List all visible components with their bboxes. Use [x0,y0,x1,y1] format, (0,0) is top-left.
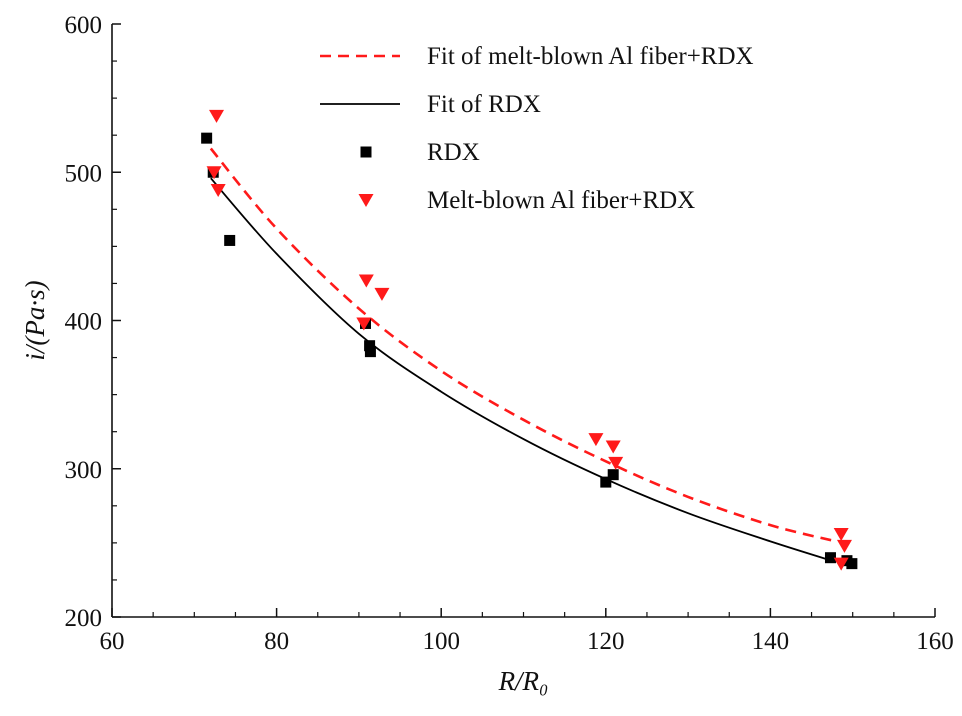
x-tick-label: 160 [916,628,954,655]
legend-item-rdx: RDX [360,139,480,166]
data-point-melt-blown-al-fiber-rdx [356,317,372,331]
data-point-melt-blown-al-fiber-rdx [358,274,374,288]
legend-item-melt-blown-al-fiber-rdx: Melt-blown Al fiber+RDX [358,187,695,214]
y-tick-label: 400 [65,309,103,336]
legend-label: Fit of RDX [427,91,541,118]
legend: Fit of melt-blown Al fiber+RDX Fit of RDX… [320,43,754,214]
series-line-fit-of-rdx [210,177,837,563]
data-point-melt-blown-al-fiber-rdx [608,456,624,470]
y-axis-title: i/(Pa·s) [20,280,50,360]
legend-item-fit-of-rdx: Fit of RDX [320,91,541,118]
legend-swatch [358,194,374,207]
data-point-rdx [600,476,612,488]
legend-label: RDX [427,139,480,166]
data-point-melt-blown-al-fiber-rdx [206,166,222,180]
legend-label: Melt-blown Al fiber+RDX [427,187,695,214]
legend-item-fit-of-melt-blown-al-fiber-rdx: Fit of melt-blown Al fiber+RDX [320,43,754,70]
data-point-rdx [224,234,236,246]
x-tick-label: 120 [587,628,625,655]
data-point-melt-blown-al-fiber-rdx [605,440,621,454]
y-tick-label: 600 [65,12,103,39]
series-line-fit-of-melt-blown-al-fiber-rdx [209,147,837,543]
y-tick-label: 200 [65,605,103,632]
data-point-melt-blown-al-fiber-rdx [588,433,604,447]
data-point-rdx [846,558,858,570]
axes: 60 80 100 120 140 160 200 300 400 500 600 [65,12,954,655]
data-point-melt-blown-al-fiber-rdx [836,539,852,553]
y-tick-label: 500 [65,160,103,187]
data-point-melt-blown-al-fiber-rdx [374,287,390,301]
x-tick-label: 80 [264,628,289,655]
data-point-melt-blown-al-fiber-rdx [833,527,849,541]
data-point-rdx [607,469,619,481]
data-point-rdx [824,552,836,564]
x-axis-title: R/R₀ [498,666,549,696]
x-tick-label: 100 [422,628,460,655]
legend-swatch [360,146,372,158]
data-point-rdx [201,132,213,144]
plot-area [201,109,858,571]
legend-label: Fit of melt-blown Al fiber+RDX [427,43,754,70]
data-point-rdx [364,340,376,352]
data-point-melt-blown-al-fiber-rdx [209,109,225,123]
data-point-melt-blown-al-fiber-rdx [210,184,226,198]
x-tick-label: 60 [100,628,125,655]
x-tick-label: 140 [752,628,790,655]
y-tick-label: 300 [65,457,103,484]
data-point-melt-blown-al-fiber-rdx [833,557,849,571]
data-point-rdx [364,346,376,358]
